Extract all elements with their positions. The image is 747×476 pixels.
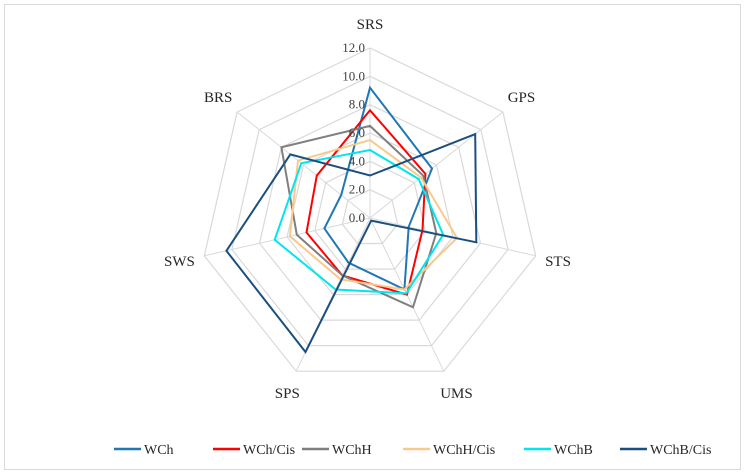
legend: WCh WCh/Cis WChH WChH/Cis WChB WChB/Cis bbox=[114, 443, 711, 458]
grid-spoke bbox=[369, 111, 504, 219]
radar-series bbox=[225, 85, 478, 354]
legend-label: WChH/Cis bbox=[433, 443, 495, 458]
axis-label-sts: STS bbox=[545, 254, 571, 270]
grid-spoke bbox=[236, 111, 371, 219]
axis-label-srs: SRS bbox=[357, 17, 384, 33]
legend-label: WChB/Cis bbox=[650, 443, 711, 458]
grid-ring bbox=[258, 104, 482, 321]
tick-label: 12.0 bbox=[342, 40, 365, 55]
axis-label-gps: GPS bbox=[508, 90, 536, 106]
series-line-wchb-cis bbox=[225, 132, 478, 354]
tick-label: 8.0 bbox=[349, 97, 365, 112]
tick-label: 10.0 bbox=[342, 68, 365, 83]
axis-label-ums: UMS bbox=[440, 386, 473, 402]
legend-label: WCh bbox=[144, 443, 174, 458]
chart-frame bbox=[4, 4, 741, 470]
grid-ring bbox=[231, 75, 509, 347]
tick-label: 0.0 bbox=[349, 210, 365, 225]
grid-ring bbox=[286, 132, 454, 296]
axis-label-sps: SPS bbox=[275, 386, 300, 402]
grid-ring bbox=[341, 189, 399, 245]
radial-tick-labels: 0.0 2.0 4.0 6.0 8.0 10.0 12.0 bbox=[342, 40, 365, 225]
tick-label: 2.0 bbox=[349, 182, 365, 197]
legend-label: WChB bbox=[554, 443, 593, 458]
tick-label: 6.0 bbox=[349, 125, 365, 140]
series-line-wchh-cis bbox=[288, 139, 459, 291]
series-line-wch bbox=[323, 85, 434, 292]
grid-ring bbox=[203, 47, 537, 372]
legend-label: WCh/Cis bbox=[243, 443, 295, 458]
axis-labels: SRS GPS STS UMS SPS SWS BRS bbox=[164, 17, 571, 402]
grid-ring bbox=[314, 160, 426, 270]
tick-label: 4.0 bbox=[349, 153, 365, 168]
legend-label: WChH bbox=[332, 443, 372, 458]
series-line-wchb bbox=[273, 148, 445, 295]
axis-label-brs: BRS bbox=[204, 90, 232, 106]
axis-label-sws: SWS bbox=[164, 254, 195, 270]
grid-spoke bbox=[204, 217, 371, 257]
